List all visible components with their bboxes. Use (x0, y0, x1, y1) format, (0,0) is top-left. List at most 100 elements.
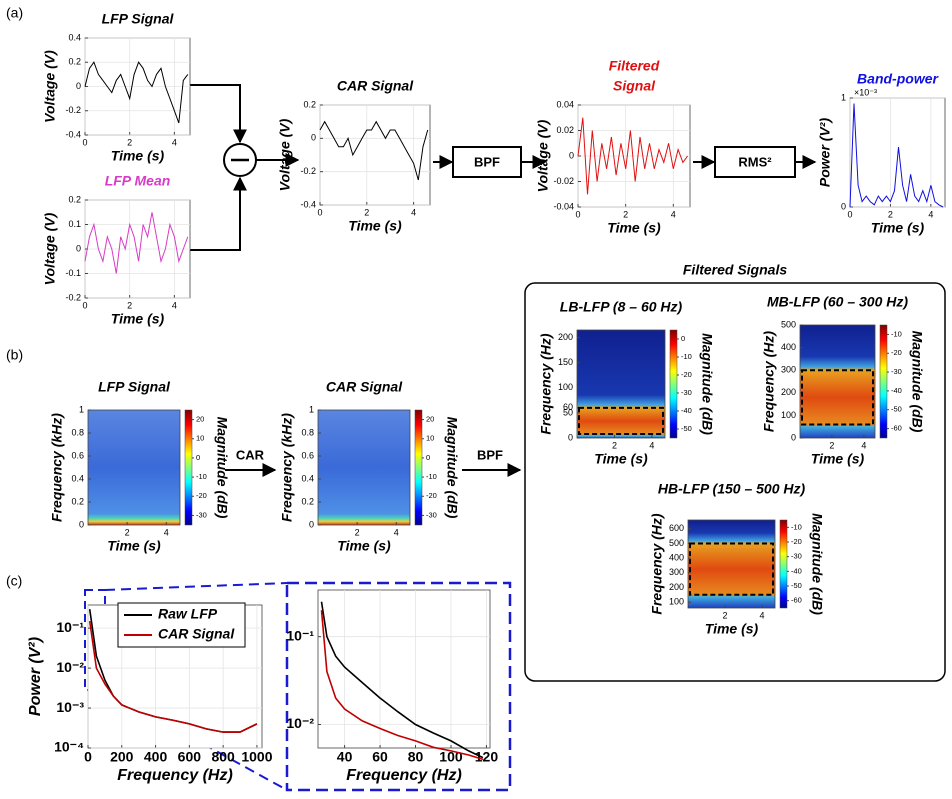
x-tick-label: 4 (649, 440, 654, 450)
arrow (190, 84, 247, 144)
x-tick-label: 4 (164, 527, 169, 537)
x-tick-label: 0 (575, 209, 580, 219)
colorbar-tick-label: -30 (681, 388, 692, 397)
y-tick-label: 0.4 (301, 473, 314, 483)
y-tick-label: -0.04 (553, 201, 574, 211)
plot-title: Filtered (609, 58, 660, 74)
colorbar-tick-label: -50 (681, 424, 692, 433)
x-tick-label: 400 (144, 749, 168, 765)
y-tick-label: 0.2 (68, 57, 81, 67)
colorbar-tick-label: -10 (791, 522, 802, 531)
x-tick-label: 40 (337, 749, 353, 765)
y-tick-label: -0.2 (65, 105, 81, 115)
y-tick-label: 10⁻³ (56, 699, 84, 715)
y-tick-label: 1 (309, 404, 314, 414)
band-box (578, 406, 664, 435)
y-tick-label: 200 (558, 332, 573, 342)
x-axis-label: Time (s) (594, 451, 648, 467)
x-tick-label: 0 (317, 207, 322, 217)
signal-line (577, 117, 689, 195)
x-tick-label: 0 (847, 209, 852, 219)
x-tick-label: 4 (928, 209, 933, 219)
y-tick-label: 0.4 (68, 32, 81, 42)
legend-box (117, 602, 246, 648)
x-tick-label: 0 (82, 137, 87, 147)
x-axis-label: Time (s) (107, 538, 161, 554)
x-tick-label: 2 (612, 440, 617, 450)
x-tick-label: 2 (623, 209, 628, 219)
x-tick-label: 2 (723, 610, 728, 620)
series-line (320, 601, 484, 759)
y-tick-label: 60 (563, 402, 573, 412)
plot-title: LFP Signal (102, 11, 175, 27)
colorbar-tick-label: 0 (196, 453, 200, 462)
signal-line (319, 120, 429, 181)
y-tick-label: 0.02 (556, 125, 574, 135)
panel-label: (a) (6, 5, 23, 21)
y-tick-label: 0 (841, 201, 846, 211)
y-axis-label: Voltage (V) (42, 212, 58, 285)
signal-line (84, 212, 189, 274)
x-tick-label: 2 (364, 207, 369, 217)
colorbar (184, 409, 193, 526)
colorbar-label: Magnitude (dB) (444, 417, 460, 519)
legend-label: CAR Signal (158, 626, 235, 642)
plot-title: Band-power (857, 71, 939, 87)
y-tick-label: 1 (841, 92, 846, 102)
arrow-label: CAR (236, 447, 265, 462)
x-tick-label: 0 (82, 300, 87, 310)
y-tick-label: 10⁻² (286, 715, 314, 731)
colorbar-tick-label: -60 (891, 424, 902, 433)
y-tick-label: 100 (669, 597, 684, 607)
colorbar-tick-label: -30 (196, 510, 207, 519)
x-tick-label: 2 (888, 209, 893, 219)
y-tick-label: 300 (781, 365, 796, 375)
y-tick-label: 0 (791, 432, 796, 442)
x-tick-label: 2 (127, 137, 132, 147)
x-tick-label: 800 (211, 749, 235, 765)
colorbar-label: Magnitude (dB) (214, 417, 230, 519)
y-tick-label: 0.1 (68, 219, 81, 229)
y-tick-label: 0.4 (71, 473, 84, 483)
x-axis-label: Time (s) (111, 148, 165, 164)
y-tick-label: 500 (781, 319, 796, 329)
y-axis-label: Frequency (kHz) (279, 413, 295, 522)
y-tick-label: 100 (558, 382, 573, 392)
y-tick-label: 10⁻¹ (56, 619, 84, 635)
y-tick-label: 0.8 (301, 427, 314, 437)
y-tick-label: 0 (311, 133, 316, 143)
y-tick-label: -0.2 (65, 292, 81, 302)
band-box (689, 542, 774, 596)
y-tick-label: 0.04 (556, 99, 574, 109)
y-tick-label: 0.2 (303, 99, 316, 109)
x-axis-label: Time (s) (811, 451, 865, 467)
y-axis-label: Voltage (V) (42, 50, 58, 123)
axis-exponent: ×10⁻³ (854, 87, 877, 97)
y-tick-label: 0.2 (301, 496, 314, 506)
plot-title: Signal (613, 78, 656, 94)
y-tick-label: 500 (669, 538, 684, 548)
colorbar-tick-label: -30 (426, 510, 437, 519)
x-axis-label: Time (s) (871, 220, 925, 236)
plot-title: HB-LFP (150 – 500 Hz) (658, 481, 806, 497)
colorbar (669, 329, 678, 439)
y-tick-label: 50 (563, 407, 573, 417)
x-axis-label: Time (s) (348, 218, 402, 234)
colorbar (779, 519, 788, 609)
zoom-box (285, 581, 512, 792)
y-tick-label: 0 (76, 81, 81, 91)
colorbar-tick-label: 0 (426, 453, 430, 462)
colorbar-tick-label: -30 (791, 552, 802, 561)
block (452, 146, 522, 178)
x-axis-label: Time (s) (607, 220, 661, 236)
y-tick-label: 600 (669, 523, 684, 533)
group-box (524, 282, 946, 682)
plot-title: LFP Signal (98, 379, 171, 395)
colorbar-tick-label: -30 (891, 367, 902, 376)
y-tick-label: 0 (569, 150, 574, 160)
signal-line (84, 61, 189, 124)
y-tick-label: 400 (781, 342, 796, 352)
x-tick-label: 4 (861, 440, 866, 450)
plot-title: LFP Mean (105, 173, 171, 189)
y-tick-label: -0.4 (300, 199, 316, 209)
